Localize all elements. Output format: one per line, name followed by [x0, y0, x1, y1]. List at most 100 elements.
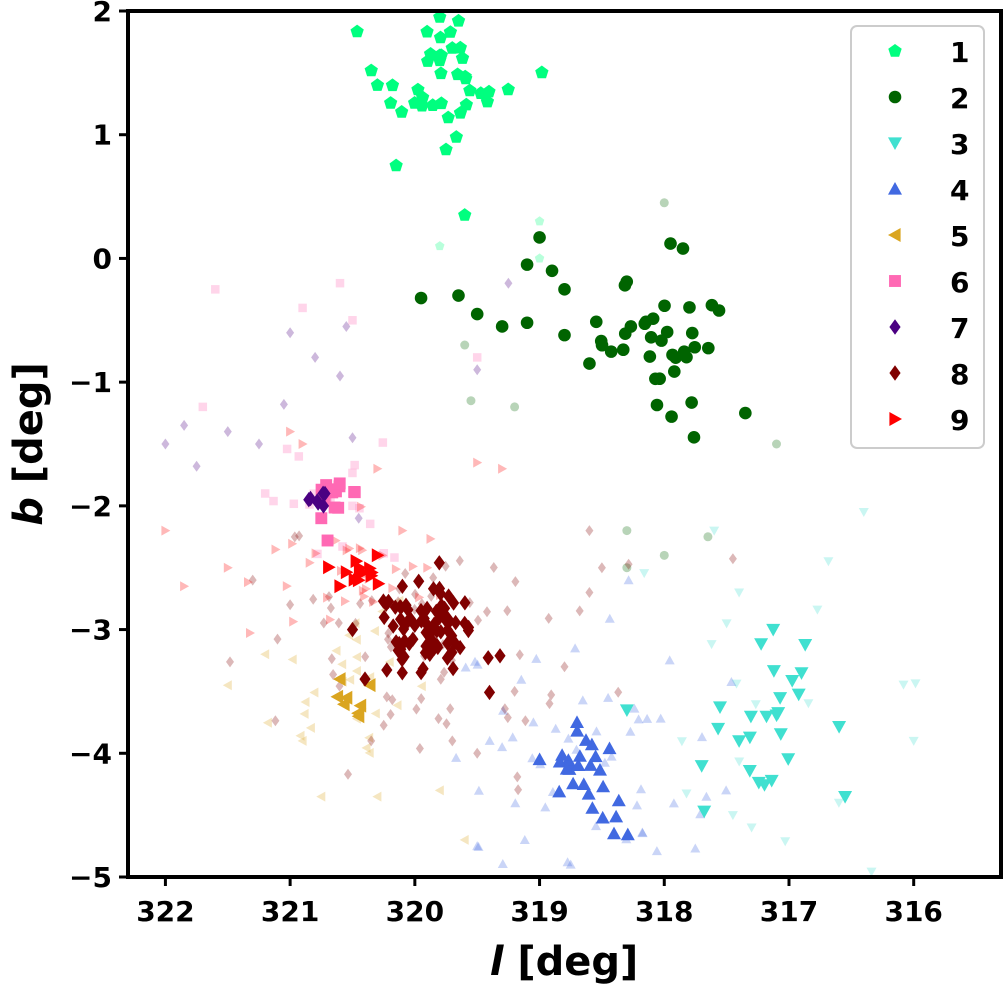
series-5-faint-point [316, 791, 326, 802]
series-4-faint-point [497, 742, 508, 752]
series-2-point [618, 279, 632, 292]
series-5-faint-point [364, 747, 374, 758]
y-axis-label-unit: [deg] [6, 362, 52, 497]
series-8-point [378, 609, 390, 626]
series-3-point [766, 623, 781, 637]
series-2-point [646, 312, 660, 325]
series-6-faint-point [298, 303, 307, 313]
series-4-faint-point [460, 662, 471, 672]
series-4-faint-point [510, 798, 521, 808]
series-5-faint-point [459, 834, 469, 845]
series-2-point [712, 304, 726, 317]
series-2-point [680, 350, 693, 364]
series-4-point [593, 763, 607, 776]
series-9-faint-point [355, 543, 365, 554]
series-4-faint-point [637, 828, 648, 838]
series-1-point [439, 142, 453, 156]
series-8-faint-point [511, 576, 520, 588]
series-2-point [589, 315, 603, 329]
series-3-faint-point [812, 605, 823, 615]
y-tick-label: 0 [93, 242, 112, 275]
series-2-point [683, 301, 696, 314]
series-8-faint-point [544, 612, 553, 624]
series-1-point [443, 25, 458, 38]
series-1-point [480, 94, 495, 108]
series-2-point [685, 396, 698, 409]
series-3-point [785, 675, 800, 688]
series-8-point [483, 684, 496, 701]
series-8-faint-point [474, 614, 482, 626]
series-5-faint-point [364, 732, 374, 743]
series-8-faint-point [560, 661, 569, 673]
series-1-point [459, 97, 473, 111]
series-6-faint-point [350, 460, 359, 470]
series-6-faint-point [269, 496, 278, 506]
series-4-point [609, 809, 624, 823]
legend-marker-5 [888, 228, 901, 242]
series-4-faint-point [664, 655, 675, 665]
series-4-faint-point [497, 859, 508, 868]
series-5-faint-point [300, 697, 310, 707]
series-7-faint-point [342, 321, 351, 332]
series-1-point [482, 84, 496, 98]
series-2-faint-point [772, 439, 782, 449]
legend-marker-2 [888, 90, 902, 104]
series-4-faint-point [470, 656, 480, 666]
series-6-faint-point [378, 438, 388, 447]
series-9-faint-point [311, 548, 321, 559]
series-1-point [395, 105, 409, 118]
series-8-point [427, 581, 440, 597]
series-4-faint-point [625, 726, 636, 736]
series-2-faint-point [466, 396, 476, 406]
series-8-faint-point [585, 587, 594, 598]
series-3-faint-point [639, 569, 650, 579]
series-4-faint-point [527, 753, 538, 763]
series-2-point [664, 237, 677, 250]
series-4-faint-point [632, 800, 642, 810]
series-2-point [470, 307, 484, 321]
series-2-faint-point [659, 550, 669, 560]
series-2-point [643, 350, 657, 363]
series-8-faint-point [473, 747, 482, 759]
series-8-faint-point [384, 627, 393, 639]
series-6-faint-point [379, 549, 389, 558]
series-6-point [328, 501, 341, 514]
series-8-point [433, 555, 445, 571]
series-6-faint-point [355, 504, 364, 513]
series-6-faint-point [211, 285, 220, 294]
series-8-faint-point [728, 553, 737, 565]
series-9-faint-point [323, 592, 333, 603]
x-axis-label-var: l [490, 939, 505, 984]
series-2-faint-point [659, 198, 669, 208]
series-2-point [414, 291, 428, 305]
series-8-faint-point [290, 531, 299, 543]
series-4-faint-point [642, 713, 653, 723]
series-8-point [446, 644, 458, 661]
series-8-faint-point [515, 649, 524, 661]
series-8-point [494, 648, 506, 664]
series-8-point [415, 613, 427, 629]
series-4-point [611, 793, 626, 807]
x-axis-label-unit: [deg] [503, 939, 638, 984]
series-5-faint-point [297, 735, 307, 746]
series-8-point [390, 634, 402, 650]
series-2-point [658, 299, 671, 313]
series-3-point [619, 704, 634, 717]
series-1-faint-point [534, 253, 545, 263]
series-6-faint-point [294, 452, 304, 461]
series-8-faint-point [503, 712, 512, 724]
series-4-faint-point [599, 757, 610, 767]
series-8-point [431, 623, 443, 639]
series-1-point [420, 24, 434, 38]
series-8-point [380, 596, 392, 612]
series-3-faint-point [746, 823, 757, 833]
series-1-point [501, 82, 515, 96]
series-7-faint-point [161, 438, 170, 450]
legend-marker-8 [889, 365, 901, 381]
series-3-point [773, 728, 788, 741]
series-2-point [533, 231, 546, 244]
series-9-faint-point [180, 581, 190, 592]
series-8-faint-point [624, 558, 633, 570]
series-8-point [396, 665, 408, 681]
